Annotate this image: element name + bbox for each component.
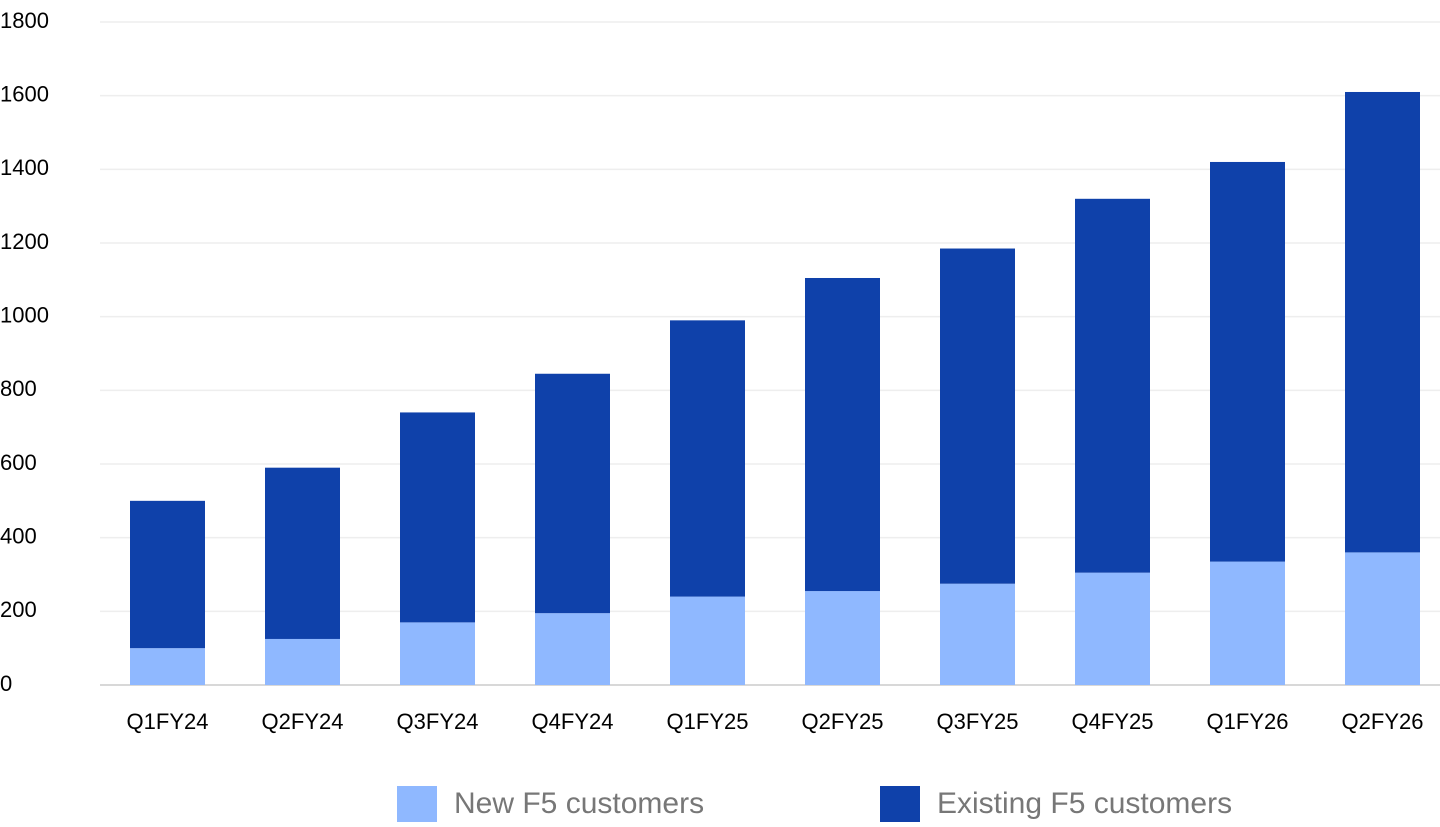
y-tick-label: 1000 [0,302,49,327]
legend-swatch [880,786,920,822]
bar-segment [130,500,205,649]
bar-segment [265,638,340,685]
bar-segment [940,248,1015,584]
y-tick-label: 800 [0,376,37,401]
bar-segment [265,467,340,639]
bar-segment [1075,572,1150,685]
bar-segment [400,622,475,685]
y-tick-label: 1800 [0,8,49,33]
y-tick-label: 1400 [0,155,49,180]
y-tick-label: 1200 [0,229,49,254]
bar-segment [1075,198,1150,573]
bar-segment [805,591,880,685]
x-tick-label: Q1FY26 [1207,709,1289,734]
x-tick-label: Q2FY26 [1342,709,1424,734]
y-tick-label: 1600 [0,81,49,106]
x-tick-label: Q2FY25 [802,709,884,734]
bar-segment [535,373,610,614]
x-tick-label: Q3FY24 [397,709,479,734]
bar-segment [130,648,205,685]
bar-segment [805,277,880,592]
x-tick-label: Q3FY25 [937,709,1019,734]
x-tick-label: Q4FY25 [1072,709,1154,734]
bar-segment [1345,552,1420,685]
x-tick-label: Q1FY25 [667,709,749,734]
bar-segment [1210,161,1285,562]
x-tick-label: Q4FY24 [532,709,614,734]
bar-segment [940,583,1015,685]
legend-swatch [397,786,437,822]
legend-text: Existing F5 customers [937,787,1232,820]
y-tick-label: 0 [0,671,12,696]
y-tick-label: 600 [0,450,37,475]
x-tick-label: Q2FY24 [262,709,344,734]
bar-segment [400,412,475,623]
bar-segment [1210,561,1285,685]
bar-segment [1345,91,1420,553]
y-tick-label: 400 [0,523,37,548]
x-tick-label: Q1FY24 [127,709,209,734]
y-tick-label: 200 [0,597,37,622]
bar-segment [535,613,610,685]
bar-segment [670,596,745,685]
legend-text: New F5 customers [454,787,704,820]
bar-segment [670,320,745,597]
